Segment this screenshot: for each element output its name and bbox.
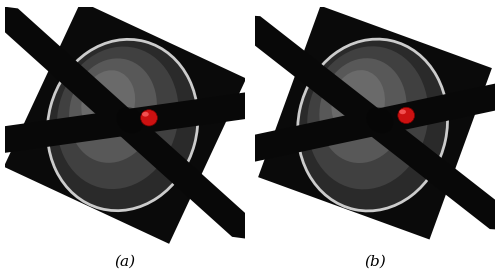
Ellipse shape bbox=[320, 58, 406, 163]
Ellipse shape bbox=[69, 58, 157, 163]
Ellipse shape bbox=[399, 109, 406, 114]
Polygon shape bbox=[258, 6, 492, 240]
Ellipse shape bbox=[140, 110, 158, 126]
Ellipse shape bbox=[398, 107, 414, 124]
Polygon shape bbox=[0, 5, 255, 240]
Ellipse shape bbox=[332, 70, 385, 137]
Ellipse shape bbox=[116, 107, 143, 133]
Text: (a): (a) bbox=[114, 255, 136, 269]
Polygon shape bbox=[0, 89, 292, 157]
Text: (b): (b) bbox=[364, 255, 386, 269]
Polygon shape bbox=[237, 15, 500, 230]
Ellipse shape bbox=[366, 107, 394, 133]
Polygon shape bbox=[210, 79, 500, 166]
Ellipse shape bbox=[82, 70, 135, 137]
Ellipse shape bbox=[142, 112, 149, 117]
Ellipse shape bbox=[307, 46, 428, 189]
Ellipse shape bbox=[57, 47, 178, 189]
Polygon shape bbox=[4, 1, 246, 244]
Ellipse shape bbox=[48, 39, 198, 211]
Ellipse shape bbox=[298, 39, 448, 211]
